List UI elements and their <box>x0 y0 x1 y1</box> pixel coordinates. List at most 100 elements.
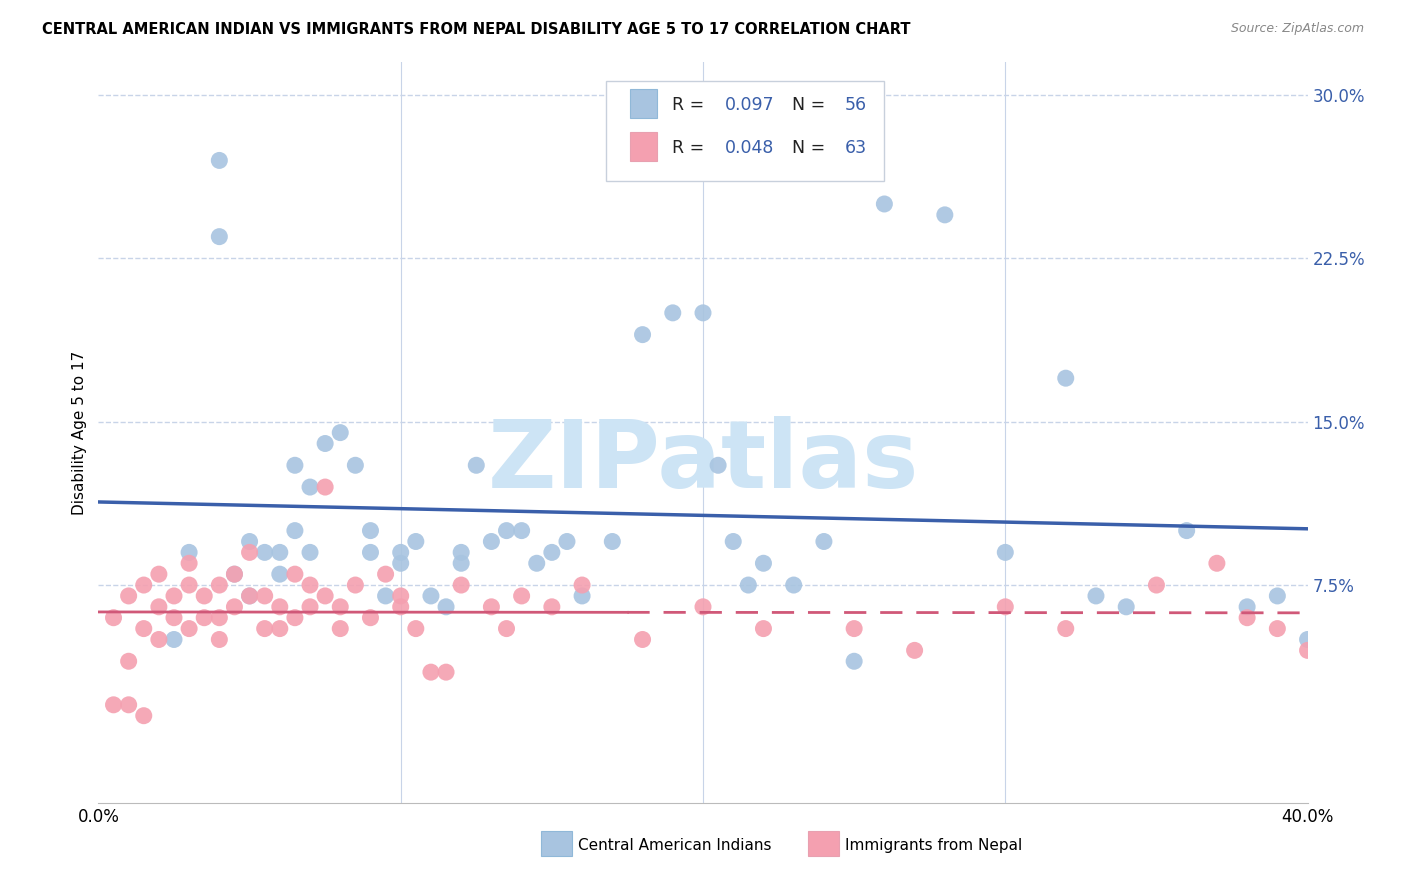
Immigrants from Nepal <box>193 589 215 603</box>
Central American Indians <box>602 534 624 549</box>
Text: ZIPatlas: ZIPatlas <box>488 417 918 508</box>
Central American Indians <box>269 545 291 559</box>
Immigrants from Nepal <box>132 708 155 723</box>
Central American Indians <box>360 524 382 538</box>
Central American Indians <box>737 578 759 592</box>
Central American Indians <box>783 578 806 592</box>
Central American Indians <box>934 208 956 222</box>
Immigrants from Nepal <box>208 611 231 625</box>
Immigrants from Nepal <box>752 622 775 636</box>
Central American Indians <box>555 534 578 549</box>
FancyBboxPatch shape <box>606 81 884 181</box>
FancyBboxPatch shape <box>630 88 657 118</box>
Immigrants from Nepal <box>344 578 367 592</box>
Immigrants from Nepal <box>1296 643 1319 657</box>
Immigrants from Nepal <box>299 578 322 592</box>
Text: N =: N = <box>793 95 831 113</box>
Immigrants from Nepal <box>389 599 412 614</box>
Central American Indians <box>631 327 654 342</box>
Central American Indians <box>360 545 382 559</box>
Immigrants from Nepal <box>284 567 307 582</box>
Central American Indians <box>752 556 775 570</box>
Immigrants from Nepal <box>239 545 262 559</box>
Immigrants from Nepal <box>179 622 201 636</box>
Central American Indians <box>526 556 548 570</box>
Immigrants from Nepal <box>253 622 276 636</box>
Central American Indians <box>179 545 201 559</box>
Central American Indians <box>540 545 562 559</box>
Central American Indians <box>344 458 367 473</box>
Immigrants from Nepal <box>329 599 352 614</box>
Text: 63: 63 <box>845 138 866 157</box>
Immigrants from Nepal <box>239 589 262 603</box>
Immigrants from Nepal <box>360 611 382 625</box>
Immigrants from Nepal <box>132 622 155 636</box>
Immigrants from Nepal <box>269 599 291 614</box>
FancyBboxPatch shape <box>630 132 657 161</box>
Central American Indians <box>465 458 488 473</box>
Immigrants from Nepal <box>314 589 336 603</box>
Central American Indians <box>269 567 291 582</box>
Central American Indians <box>723 534 745 549</box>
Immigrants from Nepal <box>495 622 517 636</box>
Text: Immigrants from Nepal: Immigrants from Nepal <box>845 838 1022 853</box>
Immigrants from Nepal <box>118 654 141 668</box>
Central American Indians <box>208 229 231 244</box>
Central American Indians <box>224 567 246 582</box>
Central American Indians <box>239 589 262 603</box>
Immigrants from Nepal <box>405 622 427 636</box>
Immigrants from Nepal <box>1054 622 1077 636</box>
Immigrants from Nepal <box>314 480 336 494</box>
Central American Indians <box>707 458 730 473</box>
Immigrants from Nepal <box>1144 578 1167 592</box>
Central American Indians <box>692 306 714 320</box>
Text: Central American Indians: Central American Indians <box>578 838 772 853</box>
Central American Indians <box>299 545 322 559</box>
Immigrants from Nepal <box>224 567 246 582</box>
Central American Indians <box>299 480 322 494</box>
Central American Indians <box>314 436 336 450</box>
Immigrants from Nepal <box>224 599 246 614</box>
Text: 0.097: 0.097 <box>724 95 775 113</box>
Immigrants from Nepal <box>994 599 1017 614</box>
Central American Indians <box>253 545 276 559</box>
Immigrants from Nepal <box>1206 556 1229 570</box>
Central American Indians <box>389 556 412 570</box>
Immigrants from Nepal <box>904 643 927 657</box>
Central American Indians <box>450 556 472 570</box>
Central American Indians <box>420 589 443 603</box>
Central American Indians <box>813 534 835 549</box>
Immigrants from Nepal <box>692 599 714 614</box>
Central American Indians <box>661 306 683 320</box>
Immigrants from Nepal <box>103 611 125 625</box>
Immigrants from Nepal <box>269 622 291 636</box>
Immigrants from Nepal <box>118 589 141 603</box>
Immigrants from Nepal <box>118 698 141 712</box>
Y-axis label: Disability Age 5 to 17: Disability Age 5 to 17 <box>72 351 87 515</box>
Central American Indians <box>873 197 896 211</box>
Central American Indians <box>1236 599 1258 614</box>
Immigrants from Nepal <box>132 578 155 592</box>
Text: Source: ZipAtlas.com: Source: ZipAtlas.com <box>1230 22 1364 36</box>
Central American Indians <box>495 524 517 538</box>
Immigrants from Nepal <box>1236 611 1258 625</box>
Immigrants from Nepal <box>163 589 186 603</box>
Immigrants from Nepal <box>103 698 125 712</box>
Central American Indians <box>389 545 412 559</box>
Text: R =: R = <box>672 138 709 157</box>
Central American Indians <box>1296 632 1319 647</box>
Immigrants from Nepal <box>148 567 170 582</box>
Immigrants from Nepal <box>208 632 231 647</box>
Immigrants from Nepal <box>148 599 170 614</box>
Text: R =: R = <box>672 95 709 113</box>
Central American Indians <box>844 654 866 668</box>
Immigrants from Nepal <box>510 589 533 603</box>
Central American Indians <box>405 534 427 549</box>
Central American Indians <box>329 425 352 440</box>
Central American Indians <box>1267 589 1289 603</box>
Immigrants from Nepal <box>179 578 201 592</box>
Immigrants from Nepal <box>540 599 562 614</box>
Central American Indians <box>1054 371 1077 385</box>
Text: N =: N = <box>793 138 831 157</box>
Central American Indians <box>434 599 457 614</box>
